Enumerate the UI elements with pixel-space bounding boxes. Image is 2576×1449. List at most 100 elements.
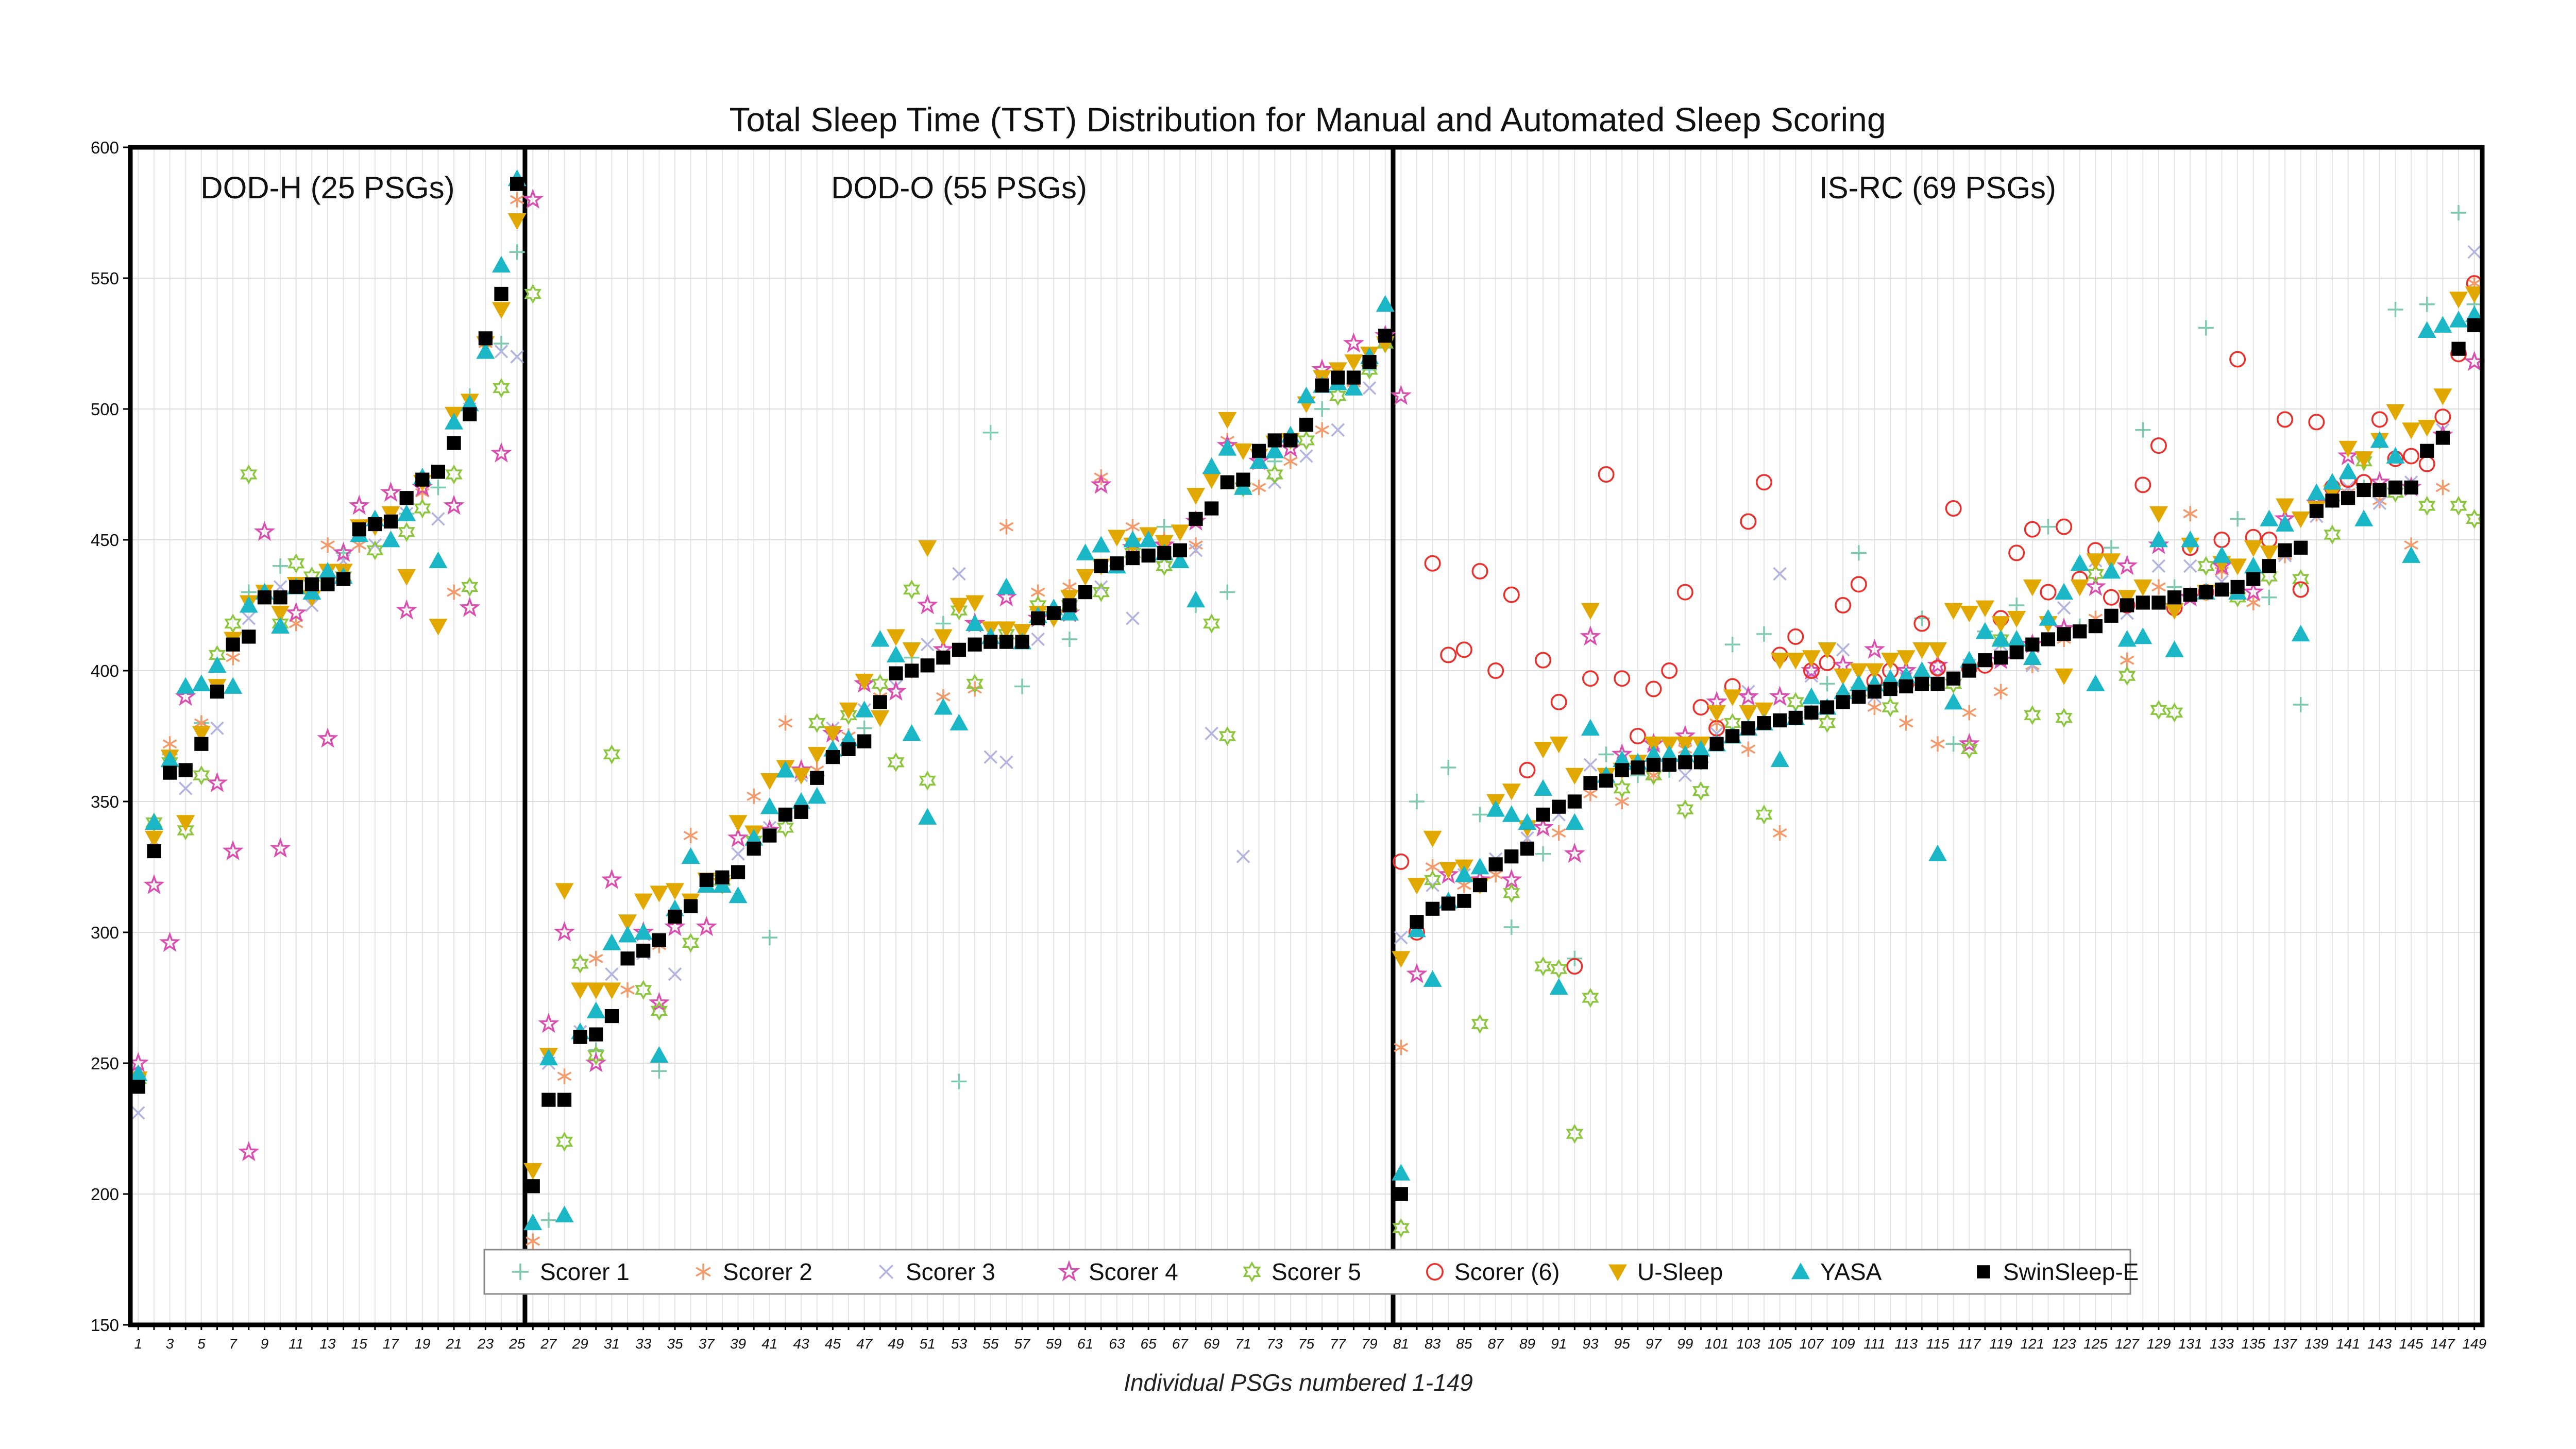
data-point xyxy=(2449,311,2468,328)
data-point xyxy=(634,893,653,911)
data-point xyxy=(287,553,305,574)
data-point xyxy=(728,886,748,904)
data-point xyxy=(1787,628,1804,645)
data-point xyxy=(1582,987,1599,1008)
data-point xyxy=(1031,611,1045,625)
data-point xyxy=(1912,642,1931,659)
data-point xyxy=(889,666,903,680)
data-point xyxy=(2120,598,2134,612)
data-point xyxy=(507,213,527,230)
data-point xyxy=(2025,637,2040,652)
data-point xyxy=(2370,431,2389,448)
y-tick-label: 300 xyxy=(91,923,119,942)
x-tick-label: 71 xyxy=(1235,1336,1251,1352)
data-point xyxy=(2277,411,2294,428)
data-point xyxy=(1078,585,1093,600)
data-point xyxy=(2007,630,2026,647)
data-point xyxy=(1503,586,1520,603)
data-point xyxy=(1882,697,1899,718)
x-tick-label: 81 xyxy=(1393,1336,1409,1352)
data-point xyxy=(1709,737,1724,751)
data-point xyxy=(2434,408,2451,425)
data-point xyxy=(1014,678,1030,694)
data-point xyxy=(430,480,446,496)
data-point xyxy=(1914,676,1929,691)
data-point xyxy=(553,921,575,942)
data-point xyxy=(684,899,698,913)
data-point xyxy=(541,1093,556,1107)
data-point xyxy=(239,596,258,613)
data-point xyxy=(1076,569,1095,586)
data-point xyxy=(1503,919,1519,935)
data-point xyxy=(2278,543,2292,557)
x-tick-label: 23 xyxy=(477,1336,494,1352)
x-tick-label: 59 xyxy=(1046,1336,1062,1352)
data-point xyxy=(2417,321,2436,338)
data-point xyxy=(1757,716,1771,730)
data-point xyxy=(1015,635,1029,649)
data-point xyxy=(1804,705,1819,720)
data-point xyxy=(396,599,417,620)
data-point xyxy=(2023,648,2042,665)
data-point xyxy=(2086,553,2105,570)
data-point xyxy=(1737,686,1759,706)
data-point xyxy=(1944,603,1963,620)
data-point xyxy=(2070,554,2089,571)
data-point xyxy=(1090,473,1112,494)
series-swinsleep-e xyxy=(131,177,2482,1201)
x-tick-label: 25 xyxy=(509,1336,526,1352)
data-point xyxy=(1440,646,1457,663)
data-point xyxy=(602,982,621,999)
data-point xyxy=(1344,379,1363,396)
data-point xyxy=(538,1013,560,1033)
data-point xyxy=(919,771,936,791)
data-point xyxy=(1110,556,1124,571)
y-axis-ticks: 150 200 250 300 350 400 450 500 550 600 xyxy=(91,138,130,1335)
data-point xyxy=(1896,650,1916,667)
x-tick-label: 49 xyxy=(888,1336,904,1352)
x-tick-label: 93 xyxy=(1582,1336,1599,1352)
legend-label: YASA xyxy=(1820,1258,1882,1285)
data-point xyxy=(1566,1123,1584,1144)
data-point xyxy=(1960,651,1979,668)
data-point xyxy=(2243,581,2264,602)
data-point xyxy=(2386,404,2405,421)
data-point xyxy=(2338,440,2358,458)
data-point xyxy=(194,737,209,751)
x-tick-label: 109 xyxy=(1831,1336,1855,1352)
data-point xyxy=(1094,559,1108,573)
data-point xyxy=(1126,611,1140,625)
data-point xyxy=(650,885,669,902)
data-point xyxy=(2387,301,2403,317)
x-tick-label: 1 xyxy=(134,1336,143,1352)
data-point xyxy=(650,1046,669,1063)
data-point xyxy=(1741,685,1755,698)
data-point xyxy=(381,531,400,548)
data-point xyxy=(747,788,761,804)
x-tick-label: 79 xyxy=(1361,1336,1377,1352)
data-point xyxy=(2230,511,2246,527)
data-point xyxy=(2086,674,2105,691)
data-point xyxy=(1394,1187,1408,1201)
x-axis-ticks: 1 3 5 7 9 11 13 15 17 19 21 23 25 27 29 31 33 35 37 39 41 43 4… xyxy=(134,1325,2486,1352)
data-point xyxy=(2244,540,2263,557)
data-point xyxy=(2149,506,2168,523)
data-point xyxy=(984,635,998,649)
x-tick-label: 147 xyxy=(2431,1336,2455,1352)
data-point xyxy=(415,472,430,487)
region-label: DOD-O (55 PSGs) xyxy=(831,171,1087,205)
data-point xyxy=(1423,870,1442,890)
data-point xyxy=(1863,638,1886,659)
data-point xyxy=(1772,825,1787,841)
data-point xyxy=(1394,1039,1409,1055)
data-point xyxy=(206,772,228,792)
data-point xyxy=(920,658,935,673)
data-point xyxy=(1582,670,1599,687)
data-point xyxy=(2451,205,2467,220)
data-point xyxy=(571,953,589,974)
x-tick-label: 121 xyxy=(2020,1336,2044,1352)
data-point xyxy=(2150,700,2167,720)
data-point xyxy=(2260,545,2279,562)
data-point xyxy=(1299,417,1314,432)
x-tick-label: 145 xyxy=(2399,1336,2424,1352)
